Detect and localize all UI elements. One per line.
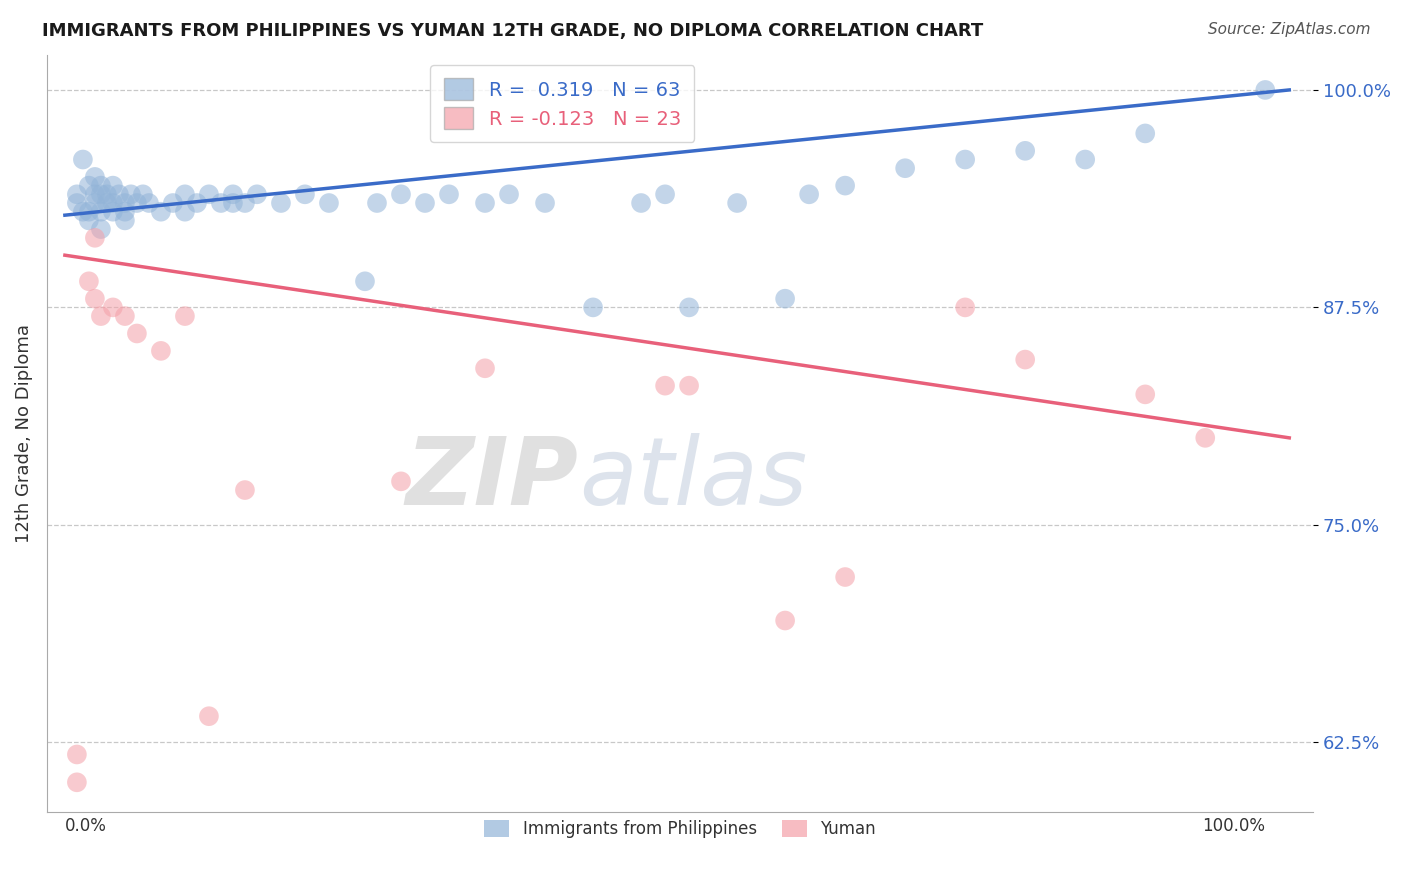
Point	[90, 178, 112, 193]
Point	[1014, 144, 1036, 158]
Point	[101, 204, 124, 219]
Point	[77, 213, 100, 227]
Point	[797, 187, 820, 202]
Point	[198, 187, 221, 202]
Point	[834, 570, 856, 584]
Point	[1014, 352, 1036, 367]
Point	[72, 153, 94, 167]
Point	[108, 187, 131, 202]
Point	[72, 204, 94, 219]
Point	[114, 204, 136, 219]
Y-axis label: 12th Grade, No Diploma: 12th Grade, No Diploma	[15, 324, 32, 543]
Point	[77, 204, 100, 219]
Point	[83, 196, 105, 211]
Text: Source: ZipAtlas.com: Source: ZipAtlas.com	[1208, 22, 1371, 37]
Point	[114, 309, 136, 323]
Point	[294, 187, 316, 202]
Point	[132, 187, 155, 202]
Point	[198, 709, 221, 723]
Point	[389, 187, 412, 202]
Point	[233, 196, 256, 211]
Point	[1135, 387, 1157, 401]
Point	[125, 196, 148, 211]
Point	[678, 378, 700, 392]
Point	[96, 196, 118, 211]
Point	[725, 196, 748, 211]
Point	[90, 187, 112, 202]
Point	[474, 196, 496, 211]
Point	[162, 196, 184, 211]
Point	[101, 301, 124, 315]
Point	[654, 378, 676, 392]
Point	[222, 196, 245, 211]
Point	[66, 775, 89, 789]
Point	[437, 187, 460, 202]
Point	[953, 301, 976, 315]
Point	[120, 187, 142, 202]
Point	[149, 204, 172, 219]
Point	[101, 196, 124, 211]
Point	[174, 204, 197, 219]
Point	[474, 361, 496, 376]
Point	[174, 309, 197, 323]
Point	[125, 326, 148, 341]
Point	[678, 301, 700, 315]
Point	[77, 274, 100, 288]
Point	[90, 222, 112, 236]
Point	[834, 178, 856, 193]
Point	[894, 161, 917, 176]
Point	[413, 196, 436, 211]
Text: ZIP: ZIP	[406, 433, 579, 524]
Point	[174, 187, 197, 202]
Text: 0.0%: 0.0%	[65, 817, 107, 835]
Point	[354, 274, 377, 288]
Point	[534, 196, 557, 211]
Point	[1074, 153, 1097, 167]
Point	[1194, 431, 1216, 445]
Text: atlas: atlas	[579, 434, 807, 524]
Point	[66, 747, 89, 762]
Point	[233, 483, 256, 497]
Point	[149, 343, 172, 358]
Point	[953, 153, 976, 167]
Point	[654, 187, 676, 202]
Point	[389, 475, 412, 489]
Point	[114, 213, 136, 227]
Point	[246, 187, 269, 202]
Text: IMMIGRANTS FROM PHILIPPINES VS YUMAN 12TH GRADE, NO DIPLOMA CORRELATION CHART: IMMIGRANTS FROM PHILIPPINES VS YUMAN 12T…	[42, 22, 983, 40]
Point	[1135, 127, 1157, 141]
Point	[773, 614, 796, 628]
Point	[1254, 83, 1277, 97]
Point	[366, 196, 388, 211]
Point	[66, 196, 89, 211]
Point	[270, 196, 292, 211]
Point	[83, 292, 105, 306]
Point	[83, 169, 105, 184]
Point	[77, 178, 100, 193]
Point	[318, 196, 340, 211]
Point	[83, 231, 105, 245]
Point	[90, 309, 112, 323]
Point	[630, 196, 652, 211]
Point	[66, 187, 89, 202]
Point	[209, 196, 232, 211]
Legend: Immigrants from Philippines, Yuman: Immigrants from Philippines, Yuman	[478, 814, 883, 845]
Point	[222, 187, 245, 202]
Point	[114, 196, 136, 211]
Point	[582, 301, 605, 315]
Text: 100.0%: 100.0%	[1202, 817, 1265, 835]
Point	[498, 187, 520, 202]
Point	[101, 178, 124, 193]
Point	[83, 187, 105, 202]
Point	[138, 196, 160, 211]
Point	[90, 204, 112, 219]
Point	[96, 187, 118, 202]
Point	[773, 292, 796, 306]
Point	[186, 196, 208, 211]
